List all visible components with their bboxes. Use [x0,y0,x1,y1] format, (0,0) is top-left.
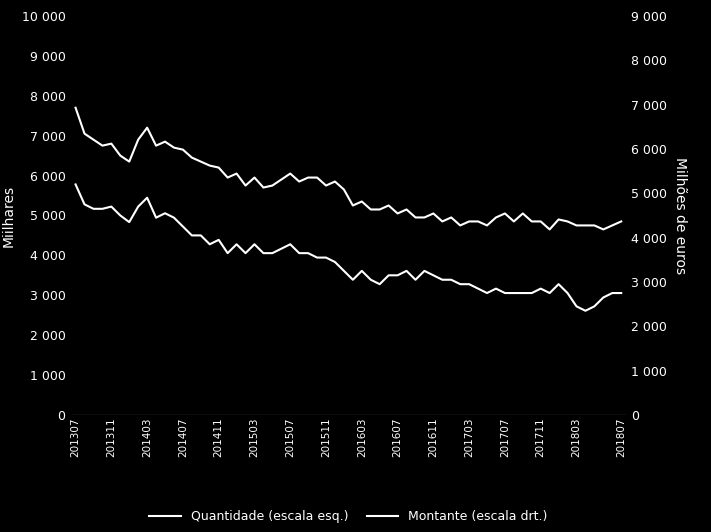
Line: Quantidade (escala esq.): Quantidade (escala esq.) [75,108,621,229]
Line: Montante (escala drt.): Montante (escala drt.) [75,185,621,311]
Quantidade (escala esq.) [178,146,187,153]
Quantidade (escala esq.) [215,164,223,171]
Legend: Quantidade (escala esq.), Montante (escala drt.): Quantidade (escala esq.), Montante (esca… [144,505,552,528]
Quantidade (escala esq.) [340,186,348,193]
Montante (escala drt.) [116,212,124,219]
Montante (escala drt.) [581,307,589,314]
Y-axis label: Milhões de euros: Milhões de euros [673,157,687,274]
Montante (escala drt.) [617,290,626,296]
Montante (escala drt.) [340,268,348,274]
Quantidade (escala esq.) [545,226,554,232]
Montante (escala drt.) [178,223,187,230]
Montante (escala drt.) [545,290,554,296]
Quantidade (escala esq.) [71,105,80,111]
Quantidade (escala esq.) [116,153,124,159]
Quantidade (escala esq.) [555,216,563,222]
Quantidade (escala esq.) [617,218,626,225]
Quantidade (escala esq.) [402,206,411,213]
Y-axis label: Miilhares: Miilhares [2,185,16,246]
Montante (escala drt.) [215,237,223,243]
Montante (escala drt.) [402,268,411,274]
Montante (escala drt.) [71,181,80,188]
